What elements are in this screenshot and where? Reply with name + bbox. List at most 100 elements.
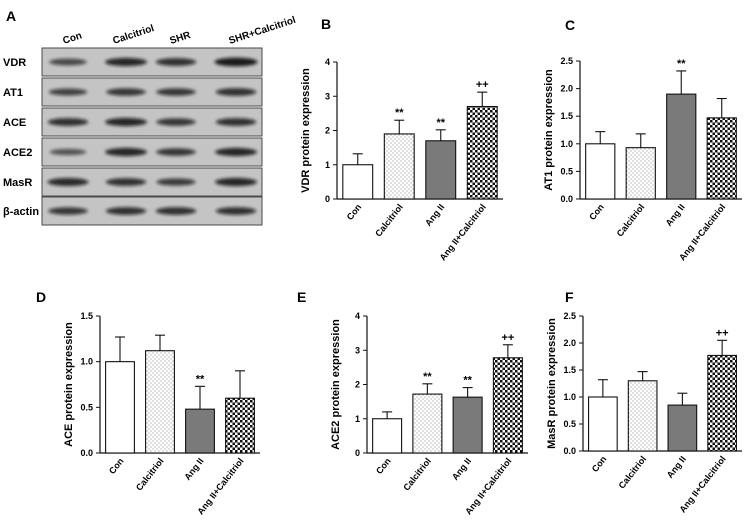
blot-protein-label: VDR [3,57,26,69]
x-category-label: Ang II [423,202,446,228]
y-tick-label: 1.5 [80,311,93,321]
bar [492,357,523,454]
y-tick-label: 1 [325,160,330,170]
y-tick-label: 1.5 [560,111,573,121]
bar [342,164,374,200]
x-category-label: Con [587,202,606,222]
panel-letter-e: E [297,289,306,305]
y-tick-label: 0.0 [80,448,93,458]
blot-band [47,178,89,186]
blot-band [105,207,147,215]
blot-band [48,207,88,215]
x-category-label: Ang II+Calcitriol [438,202,488,262]
bar [105,361,135,454]
significance-marker: ** [436,117,445,129]
significance-marker: ++ [716,327,729,339]
x-category-label: Ang II [665,454,688,480]
bar [585,143,616,200]
x-category-label: Ang II [182,456,205,482]
bar [452,396,483,454]
y-axis-label: MasR protein expression [546,318,558,449]
blot-protein-label: AT1 [3,87,23,99]
bar [372,418,403,454]
bar [627,380,658,452]
significance-marker: ++ [501,332,514,344]
panel-letter-b: B [321,16,331,32]
blot-band [214,57,258,67]
blot-band [48,88,88,96]
bar [667,404,698,452]
bar [588,396,618,452]
chart-at1: AT1 protein expression 0.0 0.5 1.0 1.5 2.0 2.5… [543,56,742,262]
blot-protein-label: ACE [3,117,26,129]
x-category-label: Ang II+Calcitriol [677,202,727,262]
bar [145,350,175,454]
y-tick-label: 1 [355,414,360,424]
y-tick-label: 2 [355,380,360,390]
blot-band [215,207,257,215]
significance-marker: ** [196,373,205,385]
y-tick-label: 0.5 [560,166,573,176]
y-tick-label: 2.5 [560,56,573,66]
blot-band [215,147,257,157]
bar [707,354,737,452]
y-tick-label: 1.0 [560,139,573,149]
bar [425,140,457,200]
blot-band [49,58,87,66]
panel-letter-c: C [565,17,575,33]
y-tick-label: 2.0 [560,84,573,94]
blot-band [105,57,147,67]
x-category-label: Calcitriol [373,202,405,239]
bar [666,93,697,200]
panel-letter-f: F [565,289,574,305]
y-tick-label: 1.5 [563,365,576,375]
blot-band [215,177,257,187]
blot-band [156,178,196,186]
y-axis-label: AT1 protein expression [543,69,555,191]
y-tick-label: 0 [325,194,330,204]
western-blot: Con Calcitriol SHR SHR+Calcitriol VDR AT1 ACE… [3,15,298,226]
y-tick-label: 2.5 [563,311,576,321]
y-axis-label: VDR protein expression [300,68,312,193]
blot-protein-label: MasR [3,177,32,189]
blot-band [49,148,87,156]
blot-band [156,148,196,156]
significance-marker: ++ [476,79,489,91]
blot-band [155,58,197,66]
chart-masr: MasR protein expression 0.0 0.5 1.0 1.5 2.0 2.… [546,311,742,514]
blot-lane-label: SHR+Calcitriol [228,15,298,47]
blot-lane-label: Con [62,30,84,46]
bar [185,408,215,454]
y-axis-label: ACE protein expression [63,322,75,447]
blot-protein-label: β-actin [3,206,39,218]
y-tick-label: 4 [325,57,330,67]
bar [706,117,737,200]
bar [466,105,498,200]
bar [383,133,415,200]
chart-ace2: ACE2 protein expression 0 1 2 3 4 Con ** Calcitr… [330,311,528,516]
y-tick-label: 0.5 [563,419,576,429]
x-category-label: Ang II [664,202,687,228]
y-tick-label: 4 [355,311,360,321]
chart-ace: ACE protein expression 0.0 0.5 1.0 1.5 Con Cal… [63,311,260,516]
y-tick-label: 0 [355,448,360,458]
y-tick-label: 0.5 [80,402,93,412]
blot-lane-label: Calcitriol [112,23,156,47]
significance-marker: ** [463,375,472,387]
blot-lane-label: SHR [169,30,193,47]
x-category-label: Con [345,202,364,222]
blot-band [105,178,147,186]
bar [412,393,443,454]
panel-letter-a: A [6,8,16,24]
bar [625,147,656,200]
blot-rows: VDR AT1 ACE ACE2 MasR β-actin [3,47,263,226]
y-tick-label: 2 [325,126,330,136]
x-category-label: Con [590,454,609,474]
x-category-label: Calcitriol [617,454,649,491]
significance-marker: ** [423,371,432,383]
y-tick-label: 3 [325,91,330,101]
blot-band [215,88,257,96]
x-category-label: Con [374,456,393,476]
significance-marker: ** [395,107,404,119]
blot-band [106,88,146,96]
